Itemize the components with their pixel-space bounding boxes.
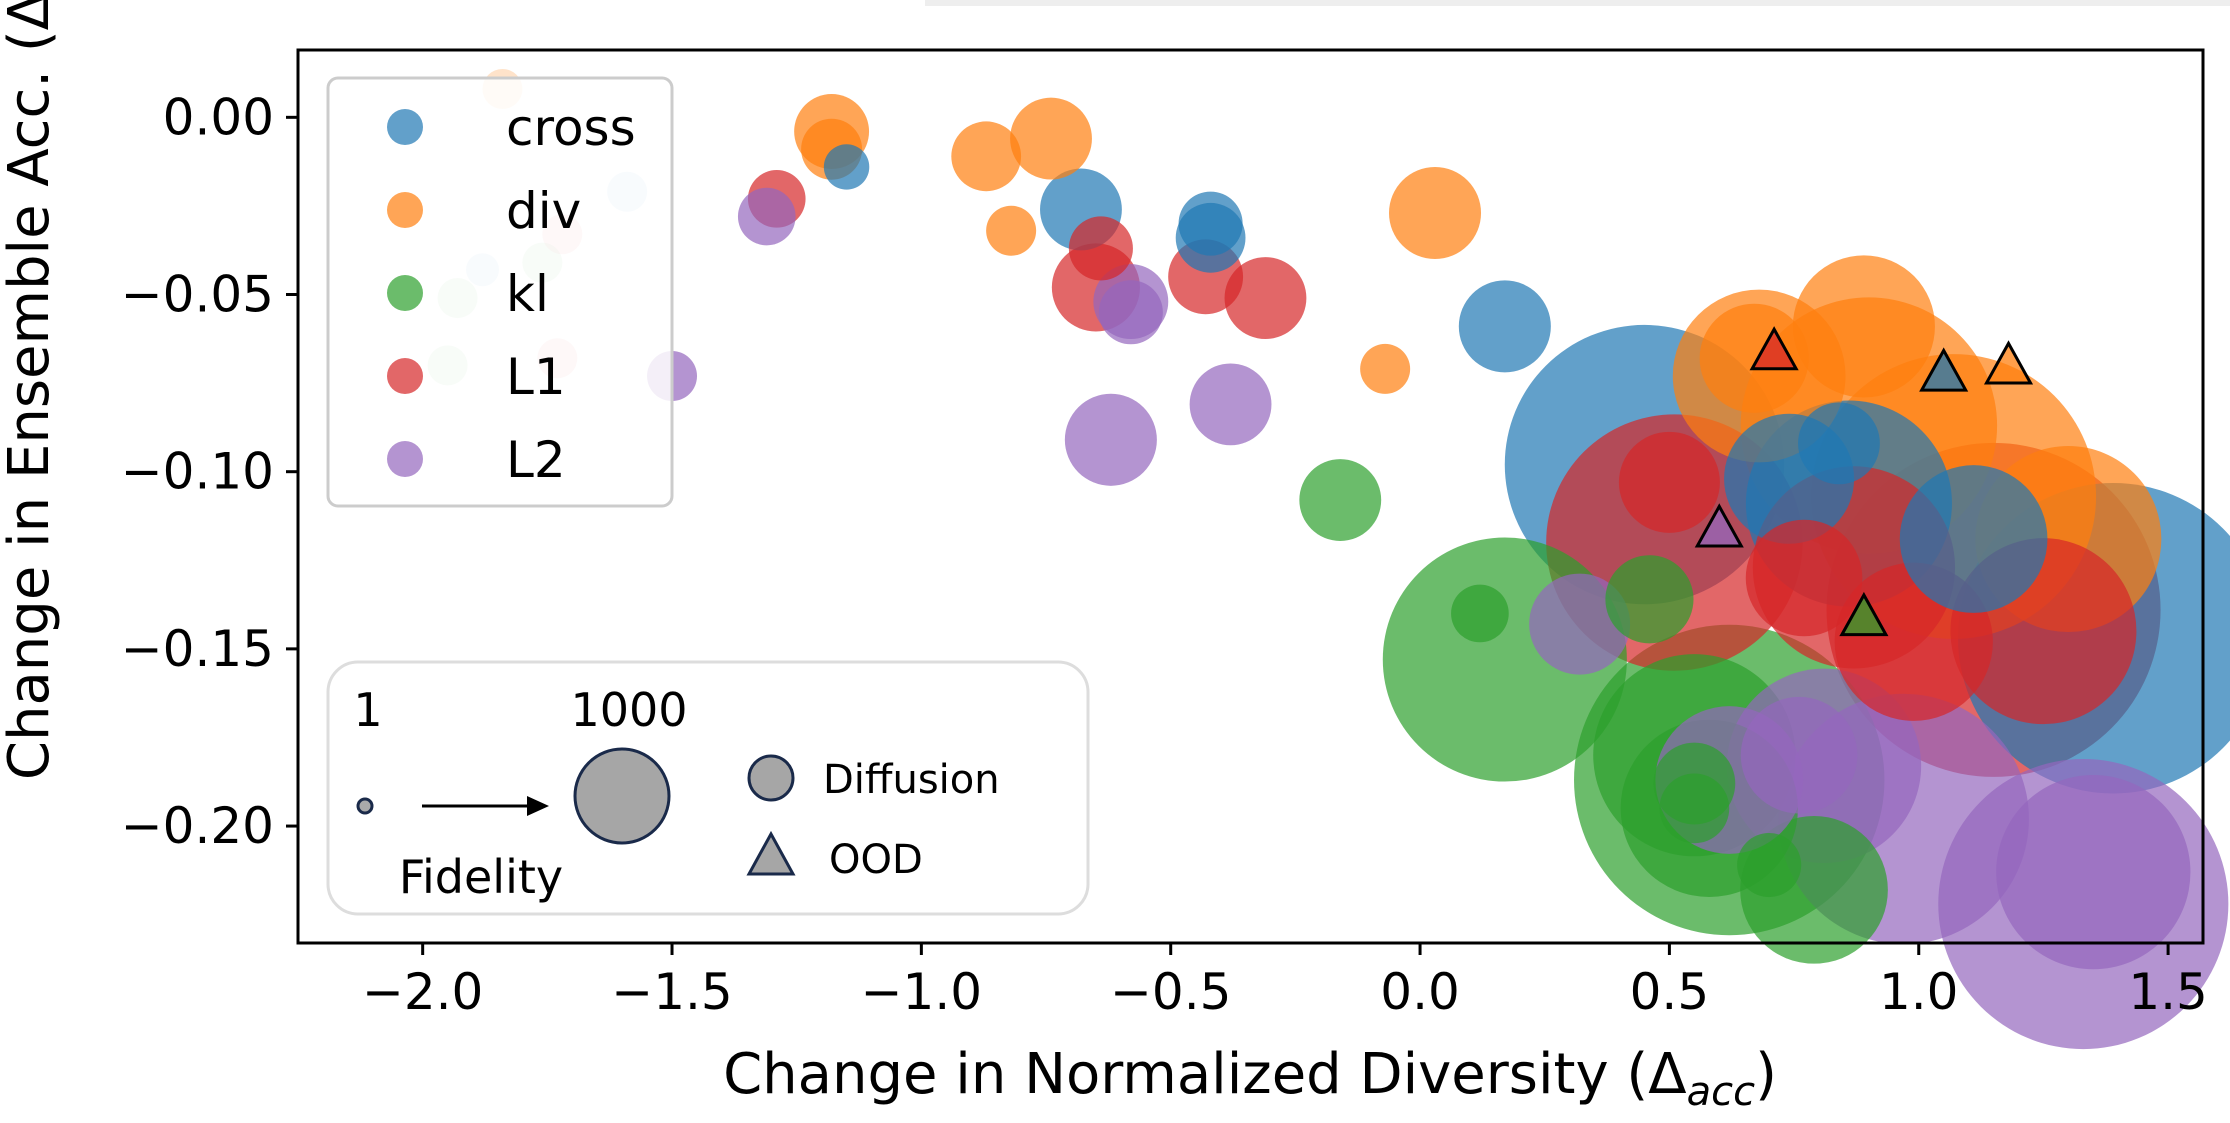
legend-marker-l2 xyxy=(387,441,423,477)
plot-frame xyxy=(296,48,2205,945)
x-axis-label: Change in Normalized Diversity (Δacc) xyxy=(723,1042,1777,1115)
size-legend: 1 1000 Fidelity Diffusion OOD xyxy=(326,660,1090,916)
legend-marker-l1 xyxy=(387,358,423,394)
legend-label-cross: cross xyxy=(506,99,636,157)
data-point-l2 xyxy=(1189,363,1272,446)
data-point-kl xyxy=(1659,773,1730,844)
data-point-div xyxy=(1010,97,1092,180)
data-point-div xyxy=(1360,343,1411,394)
x-axis: −2.0 −1.5 −1.0 −0.5 0.0 0.5 1.0 1.5 xyxy=(362,943,2208,1021)
x-tick-label: −1.5 xyxy=(611,963,732,1021)
size-legend-small-circle xyxy=(356,797,374,815)
legend-label-kl: kl xyxy=(506,265,549,323)
x-tick-label: −2.0 xyxy=(362,963,483,1021)
top-strip xyxy=(925,0,2230,6)
y-tick-label: −0.10 xyxy=(121,443,274,501)
data-point-cross xyxy=(1178,191,1243,256)
data-point-cross xyxy=(1798,402,1880,485)
data-point-l1 xyxy=(1068,216,1133,281)
x-tick-label: 1.0 xyxy=(1879,963,1959,1021)
marker-legend-ood: OOD xyxy=(829,837,923,883)
size-legend-arrowhead xyxy=(527,796,549,816)
x-tick-label: −0.5 xyxy=(1110,963,1231,1021)
data-point-div xyxy=(986,205,1037,256)
ood-layer xyxy=(1694,326,2034,637)
x-axis-label-close: ) xyxy=(1755,1042,1777,1107)
data-point-cross xyxy=(1458,280,1551,373)
x-tick-label: 1.5 xyxy=(2128,963,2208,1021)
x-tick-label: −1.0 xyxy=(861,963,982,1021)
triangle-marker-icon xyxy=(746,830,796,876)
legend-label-l1: L1 xyxy=(506,348,566,406)
data-point-l2 xyxy=(1064,393,1157,486)
data-point-div xyxy=(1699,303,1809,413)
y-tick-label: 0.00 xyxy=(163,88,274,146)
data-point-div xyxy=(1792,255,1935,398)
size-legend-min-label: 1 xyxy=(353,683,382,737)
x-tick-label: 0.5 xyxy=(1630,963,1710,1021)
x-tick-label: 0.0 xyxy=(1380,963,1460,1021)
circle-marker-icon xyxy=(747,754,795,802)
y-tick-label: −0.15 xyxy=(121,620,274,678)
data-point-cross xyxy=(823,144,870,190)
data-point-kl xyxy=(1451,584,1509,643)
data-point-kl xyxy=(1299,459,1382,541)
legend-marker-div xyxy=(387,192,423,228)
data-point-l2 xyxy=(1098,280,1163,345)
data-point-l2 xyxy=(1996,774,2191,970)
y-axis-label: Change in Ensemble Acc. (Δds) xyxy=(0,0,70,780)
data-point-l1 xyxy=(1745,519,1863,637)
data-point-div xyxy=(1389,166,1482,260)
data-point-div xyxy=(951,121,1022,192)
legend-marker-kl xyxy=(387,275,423,311)
size-legend-box xyxy=(326,660,1090,916)
ood-point-cross xyxy=(1919,347,1969,392)
size-legend-large-circle xyxy=(573,747,671,845)
data-point-l2 xyxy=(1529,573,1631,675)
ood-point-l1 xyxy=(1749,326,1799,371)
data-point-l1 xyxy=(1618,431,1720,533)
y-axis-label-base: Change in Ensemble Acc. (Δ xyxy=(0,0,62,780)
x-axis-label-base: Change in Normalized Diversity (Δ xyxy=(723,1042,1687,1107)
size-legend-caption: Fidelity xyxy=(399,850,563,904)
marker-legend-diffusion: Diffusion xyxy=(823,757,1000,803)
y-tick-label: −0.05 xyxy=(121,266,274,324)
y-tick-label: −0.20 xyxy=(121,797,274,855)
series-legend-box xyxy=(326,76,674,508)
legend-label-l2: L2 xyxy=(506,431,566,489)
data-point-kl xyxy=(1605,555,1694,644)
legend-marker-cross xyxy=(387,109,423,145)
legend-label-div: div xyxy=(506,182,581,240)
data-point-l2 xyxy=(1740,696,1858,814)
data-point-l2 xyxy=(737,187,796,246)
data-point-l1 xyxy=(1224,257,1307,339)
size-legend-max-label: 1000 xyxy=(570,683,687,737)
series-legend: cross div kl L1 L2 xyxy=(326,76,674,508)
ood-point-div xyxy=(1983,340,2034,385)
y-axis: 0.00 −0.05 −0.10 −0.15 −0.20 xyxy=(121,88,298,855)
data-point-cross xyxy=(1899,465,2048,613)
ood-point-l2 xyxy=(1694,503,1744,548)
x-axis-label-sub: acc xyxy=(1687,1069,1756,1115)
data-point-kl xyxy=(1737,832,1802,898)
ood-point-kl xyxy=(1839,591,1889,637)
